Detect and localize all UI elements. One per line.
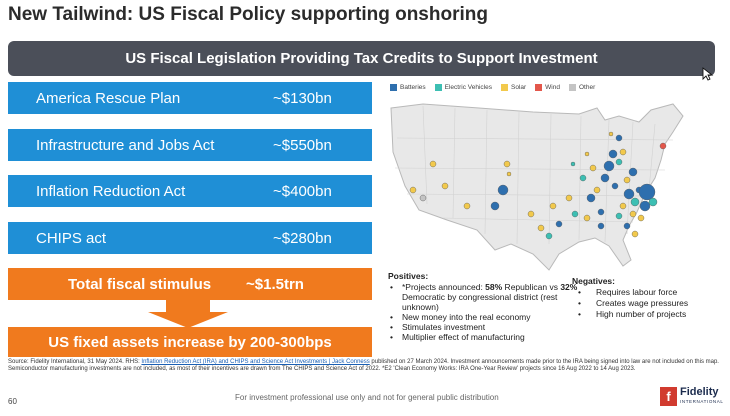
project-marker (630, 197, 640, 207)
project-marker (629, 210, 637, 218)
legend-item-solar: Solar (500, 84, 526, 91)
total-label: Total fiscal stimulus (68, 275, 212, 293)
project-marker (441, 182, 449, 190)
project-marker (570, 161, 576, 167)
legend-item-electric-vehicles: Electric Vehicles (434, 84, 492, 91)
program-bar-inflation-reduction-act: Inflation Reduction Act ~$400bn (8, 175, 372, 207)
slide-title: New Tailwind: US Fiscal Policy supportin… (8, 4, 488, 25)
project-marker (586, 193, 596, 203)
fidelity-logo: f Fidelity INTERNATIONAL (660, 387, 723, 406)
positive-item: Multiplier effect of manufacturing (388, 332, 578, 342)
negative-item: High number of projects (572, 309, 722, 319)
legend-item-batteries: Batteries (390, 84, 426, 91)
legend-swatch (390, 84, 397, 91)
project-marker (603, 160, 615, 172)
program-bar-chips-act: CHIPS act ~$280bn (8, 222, 372, 254)
project-marker (623, 188, 635, 200)
negative-item: Requires labour force (572, 287, 722, 297)
project-marker (628, 167, 638, 177)
legend-swatch (434, 84, 442, 91)
negative-item: Creates wage pressures (572, 298, 722, 308)
positive-item-projects: *Projects announced: 58% Republican vs 3… (388, 282, 578, 312)
project-marker (565, 194, 573, 202)
project-marker (545, 232, 553, 240)
project-marker (638, 183, 656, 201)
program-bar-infrastructure-jobs-act: Infrastructure and Jobs Act ~$550bn (8, 129, 372, 161)
project-marker (549, 202, 557, 210)
positive-item: New money into the real economy (388, 312, 578, 322)
program-amount: ~$550bn (273, 136, 332, 154)
project-marker (597, 222, 605, 230)
legend-swatch (535, 84, 543, 91)
legend-swatch (568, 84, 576, 91)
negatives-heading: Negatives: (572, 276, 615, 286)
project-marker (608, 131, 614, 137)
project-marker (623, 176, 631, 184)
project-marker (619, 202, 627, 210)
project-marker (589, 164, 597, 172)
legend-item-other: Other (568, 84, 595, 91)
project-marker (583, 214, 591, 222)
program-name: Inflation Reduction Act (36, 182, 186, 200)
us-investment-map (390, 103, 684, 271)
page-number: 60 (8, 397, 17, 406)
project-marker (611, 182, 619, 190)
map-legend: Batteries Electric Vehicles Solar Wind O… (390, 84, 595, 91)
positive-item: Stimulates investment (388, 322, 578, 332)
positives-heading: Positives: (388, 271, 429, 281)
project-marker (409, 186, 417, 194)
legend-item-wind: Wind (535, 84, 560, 91)
project-marker (497, 184, 509, 196)
fidelity-mark-icon: f (660, 387, 677, 406)
result-bar: US fixed assets increase by 200-300bps (8, 327, 372, 357)
project-marker (429, 160, 437, 168)
project-marker (659, 142, 667, 150)
project-marker (490, 201, 500, 211)
project-marker (619, 148, 627, 156)
total-stimulus-bar: Total fiscal stimulus ~$1.5trn (8, 268, 372, 300)
positives-section: Positives: *Projects announced: 58% Repu… (388, 271, 578, 342)
program-amount: ~$280bn (273, 229, 332, 247)
mouse-pointer-icon (702, 67, 714, 81)
legend-swatch (500, 84, 508, 91)
project-marker (637, 214, 645, 222)
project-marker (648, 197, 658, 207)
program-name: America Rescue Plan (36, 89, 181, 107)
project-marker (555, 220, 563, 228)
source-note: Source: Fidelity International, 31 May 2… (8, 359, 719, 372)
program-bar-america-rescue-plan: America Rescue Plan ~$130bn (8, 82, 372, 114)
source-link[interactable]: Inflation Reduction Act (IRA) and CHIPS … (141, 359, 370, 365)
total-amount: ~$1.5trn (246, 275, 304, 293)
project-marker (503, 160, 511, 168)
program-amount: ~$130bn (273, 89, 332, 107)
project-marker (537, 224, 545, 232)
section-banner: US Fiscal Legislation Providing Tax Cred… (8, 41, 715, 76)
project-marker (615, 134, 623, 142)
project-marker (597, 208, 605, 216)
state-borders (394, 105, 674, 245)
negatives-section: Negatives: Requires labour force Creates… (572, 276, 722, 320)
project-markers (409, 131, 667, 240)
project-marker (419, 194, 427, 202)
program-amount: ~$400bn (273, 182, 332, 200)
project-marker (608, 149, 618, 159)
us-outline (390, 103, 684, 271)
project-marker (584, 151, 590, 157)
program-name: Infrastructure and Jobs Act (36, 136, 215, 154)
project-marker (631, 230, 639, 238)
project-marker (527, 210, 535, 218)
project-marker (615, 158, 623, 166)
project-marker (463, 202, 471, 210)
project-marker (506, 171, 512, 177)
project-marker (615, 212, 623, 220)
down-arrow-icon (148, 300, 228, 328)
project-marker (579, 174, 587, 182)
project-marker (600, 173, 610, 183)
footer-disclaimer: For investment professional use only and… (235, 393, 499, 402)
project-marker (623, 222, 631, 230)
project-marker (571, 210, 579, 218)
project-marker (639, 200, 651, 212)
program-name: CHIPS act (36, 229, 107, 247)
project-marker (593, 186, 601, 194)
